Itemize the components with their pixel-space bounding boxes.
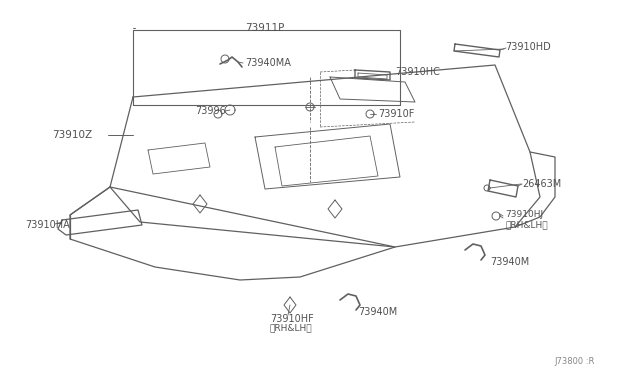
Text: 73910F: 73910F — [378, 109, 414, 119]
Text: 26463M: 26463M — [522, 179, 561, 189]
Text: 73996: 73996 — [195, 106, 226, 116]
Text: 73910Z: 73910Z — [52, 130, 92, 140]
Text: 73910HJ
〈RH&LH〉: 73910HJ 〈RH&LH〉 — [505, 210, 548, 230]
Text: 73940M: 73940M — [358, 307, 397, 317]
Text: 73910HF: 73910HF — [270, 314, 314, 324]
Text: 73911P: 73911P — [245, 23, 284, 33]
Text: 73910HA: 73910HA — [25, 220, 70, 230]
Text: 73940M: 73940M — [490, 257, 529, 267]
Text: J73800 :R: J73800 :R — [555, 357, 595, 366]
Text: 73910HC: 73910HC — [395, 67, 440, 77]
Text: 73910HD: 73910HD — [505, 42, 551, 52]
Text: 73940MA: 73940MA — [245, 58, 291, 68]
Text: 〈RH&LH〉: 〈RH&LH〉 — [270, 324, 312, 333]
